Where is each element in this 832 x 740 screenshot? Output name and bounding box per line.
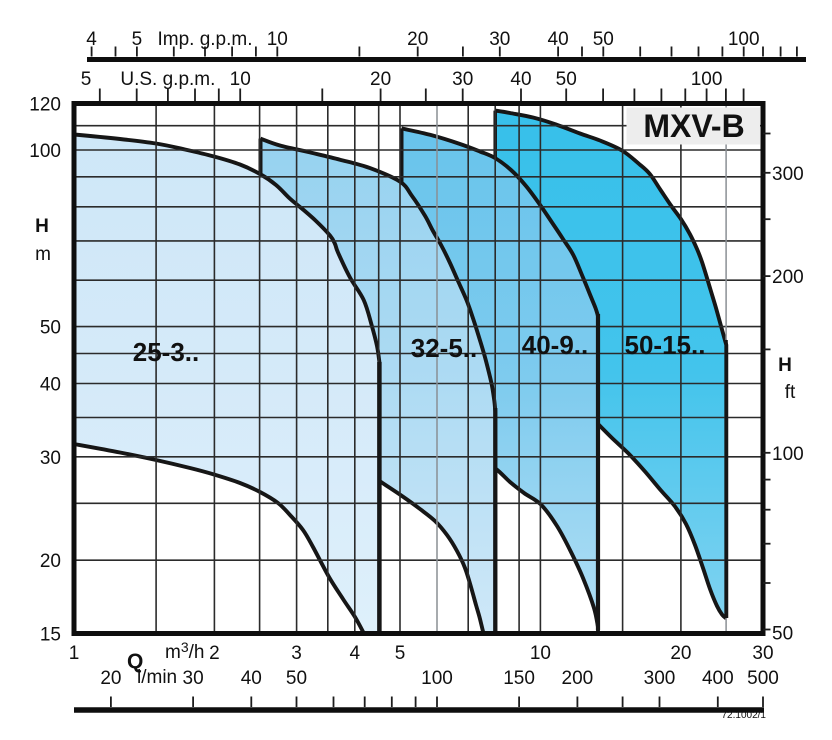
- svg-text:25-3..: 25-3..: [133, 337, 200, 367]
- svg-text:40-9..: 40-9..: [522, 330, 589, 360]
- svg-text:400: 400: [702, 668, 734, 689]
- svg-text:100: 100: [29, 141, 61, 162]
- svg-text:150: 150: [503, 668, 535, 689]
- svg-text:50: 50: [556, 69, 577, 90]
- svg-text:20: 20: [670, 643, 691, 664]
- svg-text:H: H: [35, 216, 49, 237]
- svg-text:2: 2: [209, 643, 220, 664]
- svg-text:20: 20: [100, 668, 121, 689]
- svg-text:30: 30: [489, 29, 510, 50]
- svg-text:Imp. g.p.m.: Imp. g.p.m.: [157, 29, 252, 50]
- svg-text:30: 30: [183, 668, 204, 689]
- svg-text:200: 200: [772, 267, 804, 288]
- svg-text:40: 40: [241, 668, 262, 689]
- svg-text:30: 30: [452, 69, 473, 90]
- svg-text:50: 50: [772, 624, 793, 645]
- svg-text:5: 5: [395, 643, 406, 664]
- svg-text:300: 300: [644, 668, 676, 689]
- svg-text:20: 20: [370, 69, 391, 90]
- svg-text:1: 1: [69, 643, 80, 664]
- svg-text:40: 40: [510, 69, 531, 90]
- svg-text:120: 120: [29, 95, 61, 116]
- svg-text:50: 50: [593, 29, 614, 50]
- svg-text:100: 100: [691, 69, 723, 90]
- svg-text:U.S. g.p.m.: U.S. g.p.m.: [120, 69, 215, 90]
- svg-text:200: 200: [562, 668, 594, 689]
- svg-text:10: 10: [267, 29, 288, 50]
- svg-text:15: 15: [40, 625, 61, 646]
- svg-text:72.1002/1: 72.1002/1: [722, 710, 767, 721]
- svg-text:100: 100: [772, 444, 804, 465]
- svg-text:4: 4: [86, 29, 97, 50]
- svg-text:10: 10: [530, 643, 551, 664]
- svg-text:3: 3: [291, 643, 302, 664]
- svg-text:32-5..: 32-5..: [411, 333, 478, 363]
- svg-text:500: 500: [747, 668, 779, 689]
- svg-text:40: 40: [548, 29, 569, 50]
- svg-text:Q: Q: [127, 650, 143, 673]
- svg-text:5: 5: [132, 29, 143, 50]
- svg-text:20: 20: [40, 551, 61, 572]
- svg-text:30: 30: [40, 448, 61, 469]
- svg-text:MXV-B: MXV-B: [643, 108, 744, 144]
- svg-text:20: 20: [407, 29, 428, 50]
- svg-text:30: 30: [752, 643, 773, 664]
- svg-text:100: 100: [421, 668, 453, 689]
- svg-text:5: 5: [81, 69, 92, 90]
- svg-text:m: m: [35, 244, 51, 265]
- svg-text:l/min: l/min: [137, 667, 177, 688]
- svg-text:300: 300: [772, 164, 804, 185]
- svg-text:4: 4: [350, 643, 361, 664]
- svg-text:H: H: [778, 355, 792, 376]
- svg-text:ft: ft: [785, 382, 796, 403]
- svg-text:100: 100: [728, 29, 760, 50]
- svg-text:10: 10: [230, 69, 251, 90]
- svg-text:50-15..: 50-15..: [625, 330, 706, 360]
- svg-text:50: 50: [40, 318, 61, 339]
- svg-text:50: 50: [286, 668, 307, 689]
- svg-text:40: 40: [40, 375, 61, 396]
